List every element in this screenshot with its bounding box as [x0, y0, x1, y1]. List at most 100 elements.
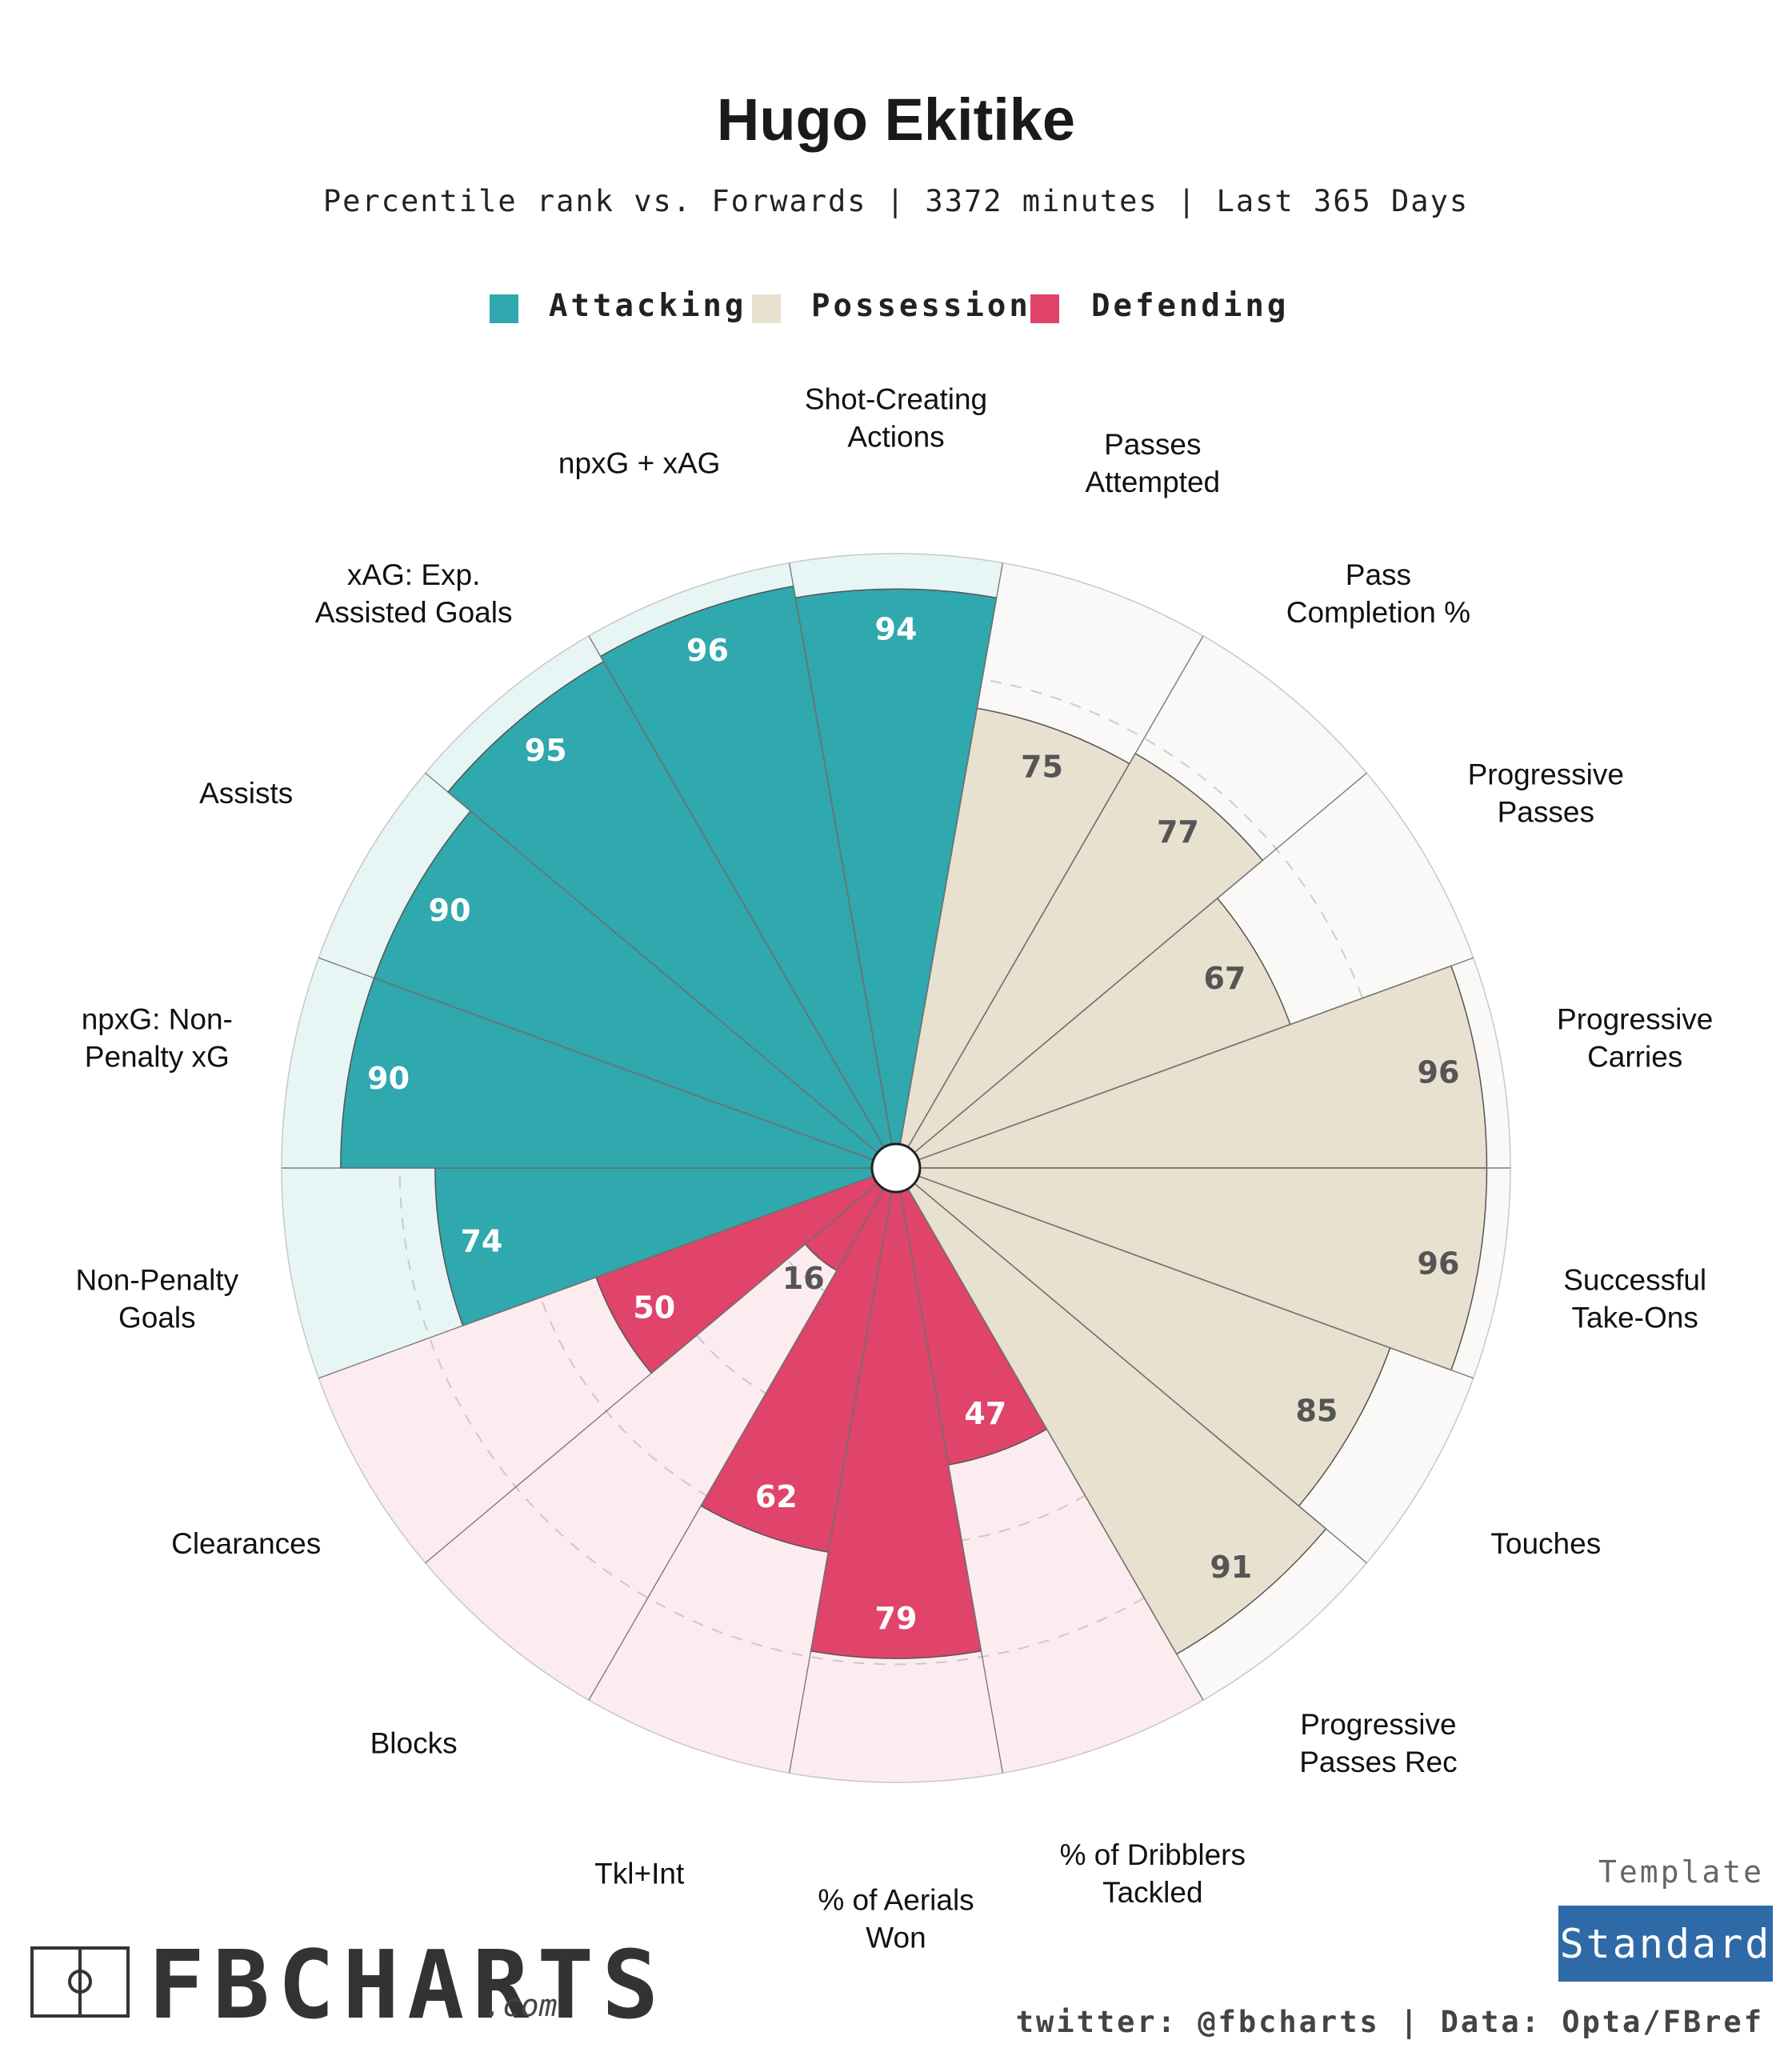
- value-label-metric-1: 75: [1021, 750, 1063, 785]
- metric-label-metric-1: Passes Attempted: [1085, 428, 1220, 498]
- value-label-metric-13: 74: [460, 1223, 502, 1258]
- value-label-metric-5: 96: [1418, 1246, 1460, 1282]
- slice-bar-metric-0: [794, 588, 998, 1169]
- slice-bar-metric-16: [446, 660, 897, 1169]
- slice-bar-metric-17: [599, 585, 897, 1169]
- metric-label-line: Progressive: [1300, 1708, 1456, 1741]
- slice-bar-metric-10: [700, 1167, 897, 1554]
- value-label-metric-6: 85: [1295, 1394, 1338, 1429]
- slice-divider: [318, 957, 897, 1169]
- metric-label-metric-14: npxG: Non- Penalty xG: [82, 1003, 233, 1074]
- brand-suffix: .com: [484, 1988, 558, 2023]
- slice-divider: [318, 1167, 897, 1379]
- metric-label-line: Pass: [1346, 558, 1411, 591]
- value-label-metric-3: 67: [1203, 961, 1246, 996]
- metric-label-line: Won: [866, 1922, 926, 1954]
- slice-bar-metric-4: [895, 965, 1488, 1169]
- metric-label-line: % of Aerials: [818, 1884, 974, 1917]
- credit-line: twitter: @fbcharts | Data: Opta/FBref: [1016, 2005, 1764, 2039]
- subtitle: Percentile rank vs. Forwards | 3372 minu…: [323, 184, 1469, 218]
- slice-divider: [895, 1167, 1003, 1774]
- slice-bar-metric-2: [895, 752, 1264, 1169]
- metric-label-line: Blocks: [370, 1727, 458, 1760]
- value-label-metric-8: 47: [964, 1396, 1006, 1431]
- slice-divider: [789, 1167, 897, 1774]
- metric-label-metric-2: Pass Completion %: [1286, 558, 1470, 629]
- metric-label-line: Penalty xG: [85, 1041, 230, 1074]
- slice-divider: [425, 1167, 897, 1564]
- metric-label-line: Completion %: [1286, 596, 1470, 629]
- metric-label-metric-10: Tkl+Int: [594, 1857, 685, 1890]
- slice-bar-metric-1: [895, 707, 1130, 1169]
- value-label-metric-15: 90: [429, 893, 471, 928]
- slice-divider: [895, 1167, 1474, 1379]
- metric-label-line: Successful: [1563, 1263, 1706, 1296]
- metric-label-metric-7: Progressive Passes Rec: [1299, 1708, 1457, 1778]
- slice-divider: [895, 772, 1367, 1169]
- metric-label-metric-4: Progressive Carries: [1557, 1003, 1713, 1074]
- slice-bar-metric-6: [895, 1167, 1391, 1507]
- slice-bar-metric-7: [895, 1167, 1327, 1655]
- slice-divider: [895, 1167, 1204, 1701]
- metric-label-line: Touches: [1490, 1527, 1601, 1560]
- legend-swatch-defending: [1030, 294, 1059, 323]
- slice-divider: [895, 562, 1003, 1169]
- slice-bar-metric-8: [895, 1167, 1048, 1466]
- metric-label-line: Non-Penalty: [75, 1263, 238, 1296]
- slice-background-metric-11: [424, 1167, 897, 1702]
- slice-bar-metric-12: [595, 1167, 897, 1374]
- metric-label-line: npxG: Non-: [82, 1003, 233, 1036]
- brand-logo: FBCHARTS .com: [30, 1930, 666, 2040]
- brand-name: FBCHARTS: [148, 1930, 666, 2040]
- metric-label-line: % of Dribblers: [1060, 1838, 1246, 1871]
- legend-label-defending: Defending: [1091, 288, 1289, 324]
- legend-swatch-possession: [752, 294, 781, 323]
- template-label: Template: [1598, 1854, 1764, 1890]
- metric-label-metric-13: Non-Penalty Goals: [75, 1263, 238, 1334]
- metric-label-line: Tkl+Int: [594, 1857, 685, 1890]
- metric-label-line: Assisted Goals: [315, 596, 513, 629]
- metric-label-line: xAG: Exp.: [347, 558, 481, 591]
- value-label-metric-14: 90: [367, 1061, 410, 1096]
- slice-divider: [789, 562, 897, 1169]
- metric-label-metric-5: Successful Take-Ons: [1563, 1263, 1706, 1334]
- template-value: Standard: [1560, 1921, 1772, 1967]
- metric-label-line: npxG + xAG: [558, 447, 721, 480]
- metric-label-line: Progressive: [1468, 758, 1624, 791]
- slice-divider: [588, 1167, 897, 1701]
- metric-label-line: Shot-Creating: [805, 383, 987, 416]
- value-label-metric-17: 96: [686, 633, 729, 668]
- pitch-circle-icon: [68, 1970, 92, 1994]
- metric-label-line: Goals: [118, 1301, 196, 1334]
- slice-divider: [588, 635, 897, 1169]
- slice-bar-metric-3: [895, 897, 1291, 1169]
- metric-label-metric-15: Assists: [199, 777, 293, 810]
- metric-label-line: Tackled: [1102, 1876, 1202, 1909]
- metric-label-metric-8: % of Dribblers Tackled: [1060, 1838, 1246, 1909]
- template-badge: [1558, 1906, 1773, 1982]
- slice-bar-metric-14: [340, 977, 897, 1169]
- slice-bar-metric-13: [434, 1167, 897, 1327]
- value-label-metric-11: 16: [782, 1261, 825, 1296]
- center-hub: [870, 1142, 922, 1194]
- metric-label-metric-3: Progressive Passes: [1468, 758, 1624, 829]
- metric-label-line: Clearances: [171, 1527, 321, 1560]
- legend-swatch-attacking: [490, 294, 518, 323]
- metric-label-line: Carries: [1587, 1041, 1682, 1074]
- legend: Attacking Possession Defending: [490, 288, 1289, 324]
- slices: [340, 585, 1488, 1659]
- value-label-metric-7: 91: [1210, 1550, 1252, 1585]
- slice-divider: [425, 772, 897, 1169]
- metric-label-line: Passes: [1498, 796, 1594, 829]
- metric-label-metric-17: npxG + xAG: [558, 447, 721, 480]
- slice-divider: [895, 957, 1474, 1169]
- value-label-metric-16: 95: [525, 733, 567, 768]
- slice-dividers: [282, 562, 1510, 1774]
- metric-label-line: Attempted: [1085, 466, 1220, 498]
- slice-bar-metric-9: [810, 1167, 982, 1659]
- page-title: Hugo Ekitike: [717, 86, 1075, 153]
- metric-label-line: Assists: [199, 777, 293, 810]
- metric-label-metric-11: Blocks: [370, 1727, 458, 1760]
- value-label-metric-0: 94: [875, 611, 918, 646]
